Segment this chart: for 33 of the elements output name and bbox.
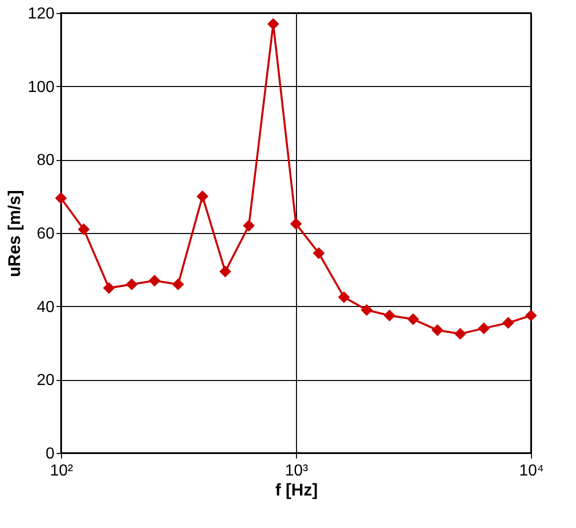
- point: [478, 322, 490, 334]
- point: [432, 324, 444, 336]
- point: [172, 278, 184, 290]
- point: [312, 247, 325, 260]
- x-tick-label: 10⁴: [519, 462, 544, 480]
- point: [502, 316, 514, 329]
- y-tick-label: 100: [28, 78, 55, 96]
- y-tick-label: 120: [28, 6, 55, 22]
- point: [55, 192, 67, 204]
- y-tick-label: 0: [46, 446, 55, 462]
- point: [290, 218, 302, 230]
- point: [78, 223, 90, 236]
- point: [360, 304, 373, 316]
- point: [219, 266, 232, 278]
- x-axis-title: f [Hz]: [275, 480, 318, 500]
- point: [407, 313, 420, 326]
- x-tick-label: 10²: [50, 462, 74, 480]
- point: [338, 291, 350, 304]
- y-tick-label: 80: [36, 152, 55, 170]
- point: [454, 328, 466, 340]
- point: [384, 310, 396, 322]
- y-tick-label: 40: [36, 298, 55, 316]
- point: [525, 310, 537, 322]
- y-tick-label: 20: [36, 372, 55, 390]
- point: [267, 18, 280, 30]
- x-tick-label: 10³: [284, 462, 309, 480]
- y-axis-title: uRes [m/s]: [4, 190, 24, 277]
- y-tick-label: 60: [36, 226, 55, 242]
- point: [148, 274, 160, 287]
- point: [103, 282, 115, 294]
- point: [196, 190, 208, 202]
- point: [126, 278, 138, 290]
- point: [242, 220, 255, 232]
